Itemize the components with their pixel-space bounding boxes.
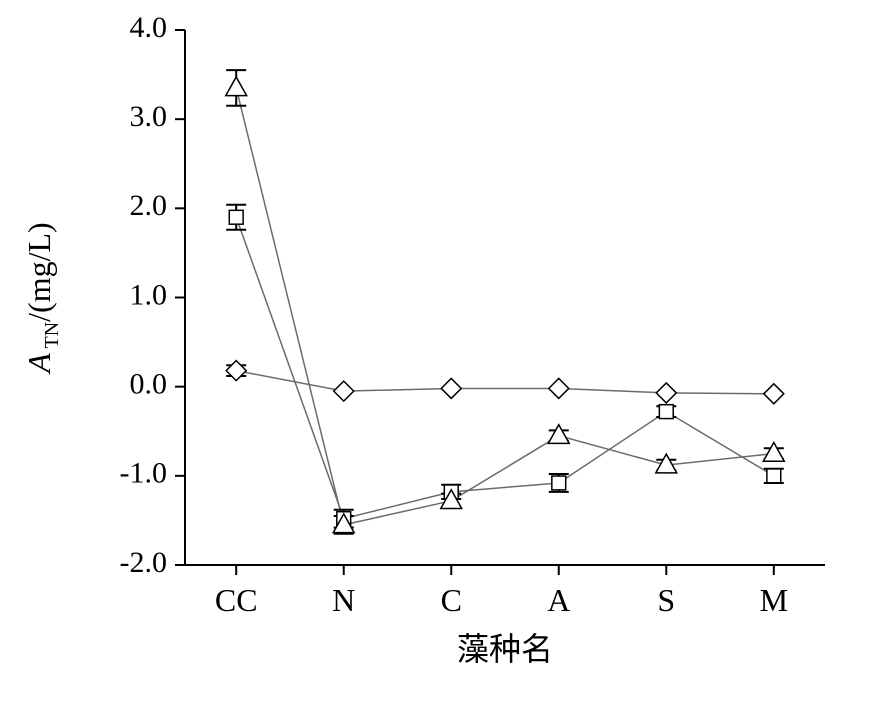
triangle-marker — [763, 443, 784, 462]
series-line-triangle — [236, 88, 774, 525]
y-tick-label: 4.0 — [130, 11, 168, 44]
y-tick-label: -2.0 — [120, 546, 168, 579]
series-line-diamond — [236, 371, 774, 394]
x-axis-label: 藻种名 — [457, 631, 553, 667]
svg-text:A TN/(mg/L): A TN/(mg/L) — [21, 222, 63, 374]
diamond-marker — [549, 378, 569, 398]
square-marker — [229, 210, 243, 224]
chart-container: -2.0 -1.0 0.0 1.0 2.0 3.0 4.0 CC N C A S M 藻种名 A TN/(m… — [0, 0, 881, 706]
triangle-marker — [226, 77, 247, 96]
y-axis-label: A TN/(mg/L) — [21, 222, 63, 374]
square-marker — [767, 469, 781, 483]
x-tick-label: S — [657, 582, 675, 618]
square-marker — [659, 405, 673, 419]
diamond-marker — [226, 361, 246, 381]
x-tick-label: A — [547, 582, 570, 618]
triangle-marker — [548, 425, 569, 444]
x-tick-label: M — [760, 582, 788, 618]
diamond-marker — [656, 383, 676, 403]
y-tick-label: 1.0 — [130, 278, 168, 311]
line-chart: -2.0 -1.0 0.0 1.0 2.0 3.0 4.0 CC N C A S M 藻种名 A TN/(m… — [0, 0, 881, 706]
y-tick-label: 3.0 — [130, 100, 168, 133]
y-tick-label: 0.0 — [130, 368, 168, 401]
y-tick-label: -1.0 — [120, 457, 168, 490]
diamond-marker — [441, 378, 461, 398]
x-tick-label: N — [332, 582, 355, 618]
diamond-marker — [764, 384, 784, 404]
y-tick-label: 2.0 — [130, 189, 168, 222]
x-tick-label: C — [441, 582, 462, 618]
x-tick-label: CC — [215, 582, 258, 618]
series-line-square — [236, 217, 774, 518]
square-marker — [552, 476, 566, 490]
diamond-marker — [334, 381, 354, 401]
